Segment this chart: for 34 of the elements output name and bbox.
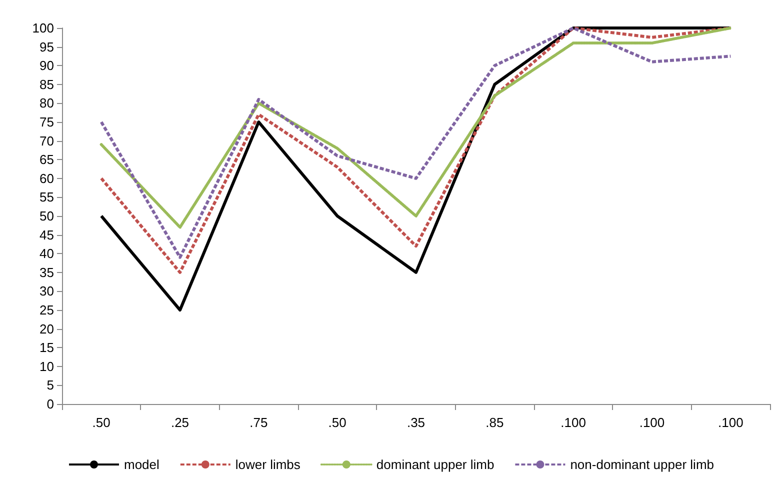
y-tick-label: 40 (40, 246, 54, 262)
y-tick-label: 75 (40, 114, 54, 130)
legend-label: dominant upper limb (376, 457, 494, 472)
y-tick-label: 5 (46, 378, 54, 393)
x-tick-label: .100 (718, 415, 744, 430)
y-tick-label: 60 (40, 170, 54, 186)
y-tick-label: 100 (32, 20, 54, 36)
y-tick-label: 45 (40, 227, 54, 242)
y-tick-label: 50 (40, 208, 54, 224)
y-tick-label: 25 (40, 302, 54, 318)
y-tick-label: 10 (40, 358, 54, 374)
x-tick-label: .100 (560, 415, 586, 430)
y-tick-label: 15 (40, 340, 54, 356)
y-tick-label: 70 (40, 133, 54, 148)
y-tick-label: 90 (40, 58, 54, 74)
x-tick-label: .50 (328, 415, 346, 430)
x-tick-label: .85 (486, 415, 504, 430)
y-tick-label: 35 (40, 264, 54, 280)
x-tick-label: .100 (639, 415, 665, 430)
y-tick-label: 30 (40, 284, 54, 299)
y-tick-label: 55 (40, 190, 54, 205)
legend-label: non-dominant upper limb (570, 457, 714, 472)
y-tick-label: 20 (40, 321, 54, 336)
y-tick-label: 85 (40, 76, 54, 92)
x-tick-label: .35 (406, 415, 426, 430)
y-tick-label: 80 (40, 96, 54, 111)
y-tick-label: 0 (46, 396, 54, 412)
x-tick-label: .75 (250, 415, 268, 430)
y-tick-label: 65 (40, 152, 54, 168)
legend-label: lower limbs (235, 457, 301, 472)
x-tick-label: .50 (92, 415, 110, 430)
x-tick-label: .25 (170, 415, 190, 430)
y-tick-label: 95 (40, 39, 54, 54)
legend-label: model (124, 457, 160, 472)
